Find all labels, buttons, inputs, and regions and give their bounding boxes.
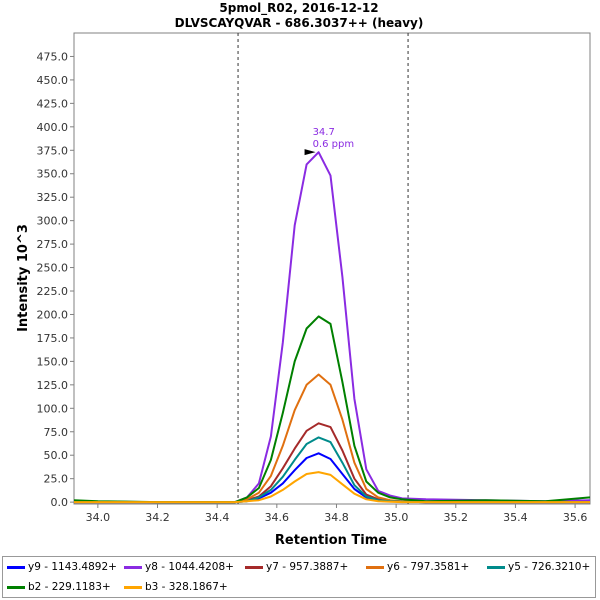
y-tick-label: 250.0 [37, 262, 69, 275]
x-tick-label: 34.4 [205, 511, 230, 524]
y-tick-label: 175.0 [37, 332, 69, 345]
legend-label: b3 - 328.1867+ [145, 581, 228, 593]
legend-swatch [124, 565, 142, 569]
legend-label: y6 - 797.3581+ [387, 561, 470, 573]
legend-item: y8 - 1044.4208+ [124, 561, 234, 573]
legend-swatch [124, 585, 142, 589]
x-axis-label: Retention Time [275, 533, 387, 548]
legend-label: b2 - 229.1183+ [28, 581, 111, 593]
legend-label: y8 - 1044.4208+ [145, 561, 234, 573]
legend-label: y7 - 957.3887+ [266, 561, 349, 573]
series-group [74, 151, 590, 504]
x-tick-label: 34.2 [145, 511, 170, 524]
legend-item: y5 - 726.3210+ [487, 561, 590, 573]
chart-subtitle: DLVSCAYQVAR - 686.3037++ (heavy) [175, 16, 424, 30]
x-tick-label: 35.6 [563, 511, 588, 524]
y-tick-label: 300.0 [37, 215, 69, 228]
legend-item: b2 - 229.1183+ [7, 581, 111, 593]
legend-swatch [7, 565, 25, 569]
y-tick-label: 450.0 [37, 74, 69, 87]
y-tick-label: 275.0 [37, 238, 69, 251]
y-axis-label: Intensity 10^3 [16, 224, 31, 332]
legend-label: y5 - 726.3210+ [508, 561, 591, 573]
x-tick-label: 34.8 [324, 511, 349, 524]
chart-title: 5pmol_R02, 2016-12-12 [219, 1, 378, 16]
x-tick-label: 34.6 [265, 511, 290, 524]
legend-swatch [366, 565, 384, 569]
y-tick-label: 225.0 [37, 285, 69, 298]
peak-retention-label: 34.7 [313, 127, 335, 138]
y-tick-label: 350.0 [37, 168, 69, 181]
legend-item: y7 - 957.3887+ [245, 561, 348, 573]
x-tick-label: 35.0 [384, 511, 409, 524]
y-tick-label: 200.0 [37, 308, 69, 321]
y-tick-label: 475.0 [37, 50, 69, 63]
chromatogram-chart: 5pmol_R02, 2016-12-12 DLVSCAYQVAR - 686.… [16, 1, 591, 548]
legend-swatch [487, 565, 505, 569]
y-tick-label: 25.0 [44, 473, 69, 486]
y-tick-label: 375.0 [37, 144, 69, 157]
y-tick-label: 75.0 [44, 426, 69, 439]
legend-item: y6 - 797.3581+ [366, 561, 469, 573]
peak-ppm-label: 0.6 ppm [313, 139, 355, 150]
y-tick-label: 150.0 [37, 355, 69, 368]
peak-marker-arrow [304, 149, 316, 156]
legend-swatch [7, 585, 25, 589]
y-tick-label: 325.0 [37, 191, 69, 204]
x-tick-label: 35.4 [503, 511, 528, 524]
series-line [74, 471, 590, 504]
plot-frame [73, 32, 591, 505]
y-tick-label: 100.0 [37, 402, 69, 415]
y-tick-label: 125.0 [37, 379, 69, 392]
y-tick-label: 50.0 [44, 449, 69, 462]
chart-legend: y9 - 1143.4892+ y8 - 1044.4208+ y7 - 957.3… [2, 556, 596, 598]
y-tick-label: 425.0 [37, 97, 69, 110]
x-tick-label: 35.2 [444, 511, 469, 524]
legend-item: y9 - 1143.4892+ [7, 561, 117, 573]
legend-swatch [245, 565, 263, 569]
legend-label: y9 - 1143.4892+ [28, 561, 117, 573]
legend-item: b3 - 328.1867+ [124, 581, 228, 593]
y-tick-label: 400.0 [37, 121, 69, 134]
x-tick-label: 34.0 [86, 511, 111, 524]
y-tick-label: 0.0 [51, 496, 69, 509]
